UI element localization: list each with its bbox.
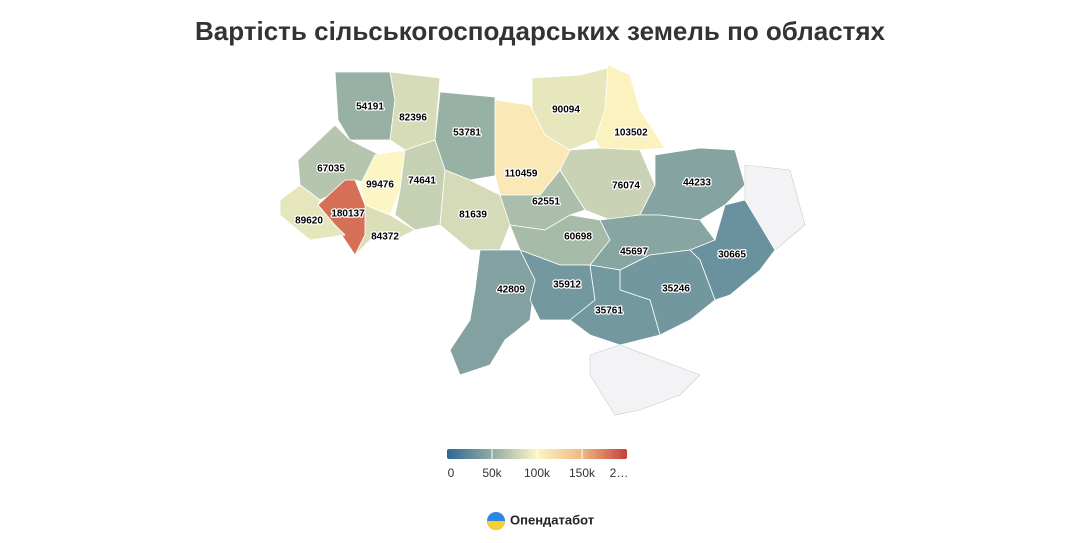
legend-tick-label: 50k [482,466,502,480]
region-label: 103502 [614,128,648,139]
region-label: 60698 [564,232,592,243]
region-label: 54191 [356,102,384,113]
region [354,204,416,256]
region-label: 30665 [718,250,746,261]
title: Вартість сільськогосподарських земель по… [195,16,886,46]
region-label: 67035 [317,164,345,175]
brand-logo [487,521,505,530]
region-label: 45697 [620,247,648,258]
region-label: 35246 [662,284,690,295]
region-label: 44233 [683,178,711,189]
region [639,147,746,221]
region [689,199,776,301]
region-label: 81639 [459,210,487,221]
region [279,184,346,241]
brand: Опендатабот [510,512,594,527]
region-label: 89620 [295,216,323,227]
legend: 0 50k 100k 150k 2… [447,449,628,480]
region-label: 84372 [371,232,399,243]
region-label: 62551 [532,197,560,208]
region-label: 35761 [595,306,623,317]
region-label: 90094 [552,105,580,116]
region-label: 35912 [553,280,581,291]
region-label: 110459 [505,169,538,180]
region [394,139,446,231]
region [449,249,536,376]
region-label: 99476 [366,180,394,191]
region-label: 76074 [612,181,640,192]
legend-tick-label: 0 [448,466,455,480]
region-no-data [589,344,701,416]
region-label: 74641 [408,176,436,187]
legend-tick-label: 2… [610,466,629,480]
region-label: 180137 [331,209,365,220]
region [389,71,441,151]
region-label: 82396 [399,113,427,124]
legend-tick-label: 100k [524,466,551,480]
region-label: 42809 [497,285,525,296]
region [569,264,661,346]
legend-tick-label: 150k [569,466,596,480]
region-labels: 54191 82396 53781 90094 103502 67035 99476 7464… [294,100,748,318]
regions [279,64,776,376]
region-label: 53781 [453,128,481,139]
region [439,169,511,251]
